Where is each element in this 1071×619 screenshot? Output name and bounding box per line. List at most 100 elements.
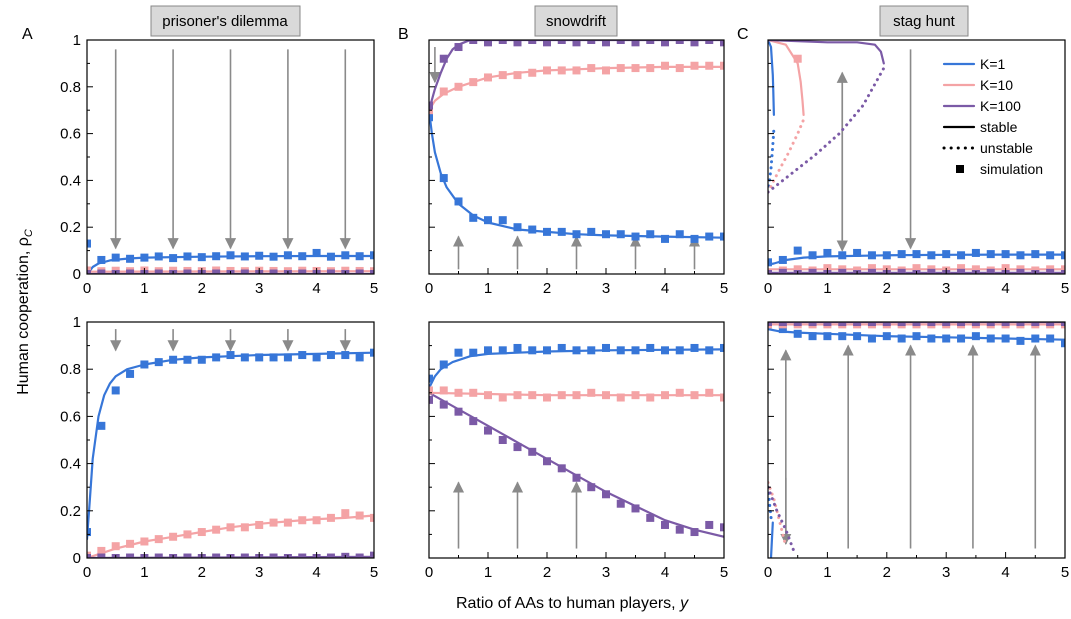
simulation-point [778,255,787,264]
simulation-point [602,40,610,47]
simulation-point [690,61,699,70]
simulation-point [226,251,235,260]
simulation-point [140,537,149,546]
column-header-sh: stag hunt [879,5,969,37]
simulation-point [808,332,817,341]
x-tick-label: 3 [942,280,950,297]
simulation-point [111,386,120,395]
simulation-point [269,269,278,274]
simulation-point [616,499,625,508]
chart-panel-c-bottom: 0 1 2 3 4 5 [764,321,1069,581]
simulation-point [942,250,951,259]
simulation-point [602,230,610,239]
y-tick-label: 0.2 [60,503,81,520]
series-line [768,40,805,116]
simulation-point [429,374,433,383]
x-tick-label: 3 [255,280,263,297]
series-line [768,66,886,194]
x-tick-label: 1 [140,564,148,581]
x-tick-label: 5 [370,564,378,581]
simulation-point [572,346,581,355]
simulation-point [370,251,374,260]
simulation-point [1001,250,1010,259]
x-tick-label: 1 [823,280,831,297]
simulation-point [957,251,966,260]
simulation-point [912,250,921,259]
simulation-point [513,391,522,400]
simulation-point [269,252,278,261]
x-tick-label: 5 [370,280,378,297]
x-tick-label: 0 [764,564,772,581]
simulation-point [212,525,221,534]
simulation-point [616,393,625,402]
simulation-point [240,553,249,558]
simulation-point [705,61,714,70]
simulation-point [808,251,817,260]
simulation-point [1061,322,1065,326]
simulation-point [454,388,463,397]
simulation-point [97,553,106,558]
x-tick-label: 5 [720,280,728,297]
simulation-point [971,248,980,257]
chart-panel-a-top: 0 1 2 3 4 5 0 0.2 0.4 0.6 0.8 1 [60,32,378,297]
simulation-point [355,553,364,558]
simulation-point [126,254,135,263]
chart-legend: K=1 K=10 K=100 stable unstable simulation [942,56,1043,177]
legend-entry: unstable [942,140,1033,156]
simulation-point [986,250,995,259]
x-tick-label: 4 [312,280,320,297]
simulation-point [971,322,980,326]
simulation-point [912,332,921,341]
chart-panel-a-bottom: 0 1 2 3 4 5 0 0.2 0.4 0.6 0.8 1 [60,314,378,581]
x-tick-label: 2 [543,280,551,297]
simulation-point [183,355,192,364]
simulation-point [498,216,507,225]
simulation-point [484,391,492,400]
simulation-point [429,101,433,110]
simulation-point [154,358,163,367]
simulation-point [269,518,278,527]
simulation-point [513,223,522,232]
simulation-point [778,322,787,326]
simulation-point [690,40,699,47]
simulation-point [602,66,610,75]
simulation-point [927,251,936,260]
y-tick-label: 0.6 [60,408,81,425]
simulation-point [661,346,669,355]
simulation-point [882,322,891,326]
simulation-point [183,252,192,261]
simulation-point [154,269,163,274]
y-tick-label: 1 [73,314,81,331]
legend-label: stable [980,119,1018,135]
y-tick-label: 0.8 [60,79,81,96]
plot-frame [767,321,1066,559]
simulation-point [543,66,551,75]
legend-entry: stable [942,119,1018,135]
simulation-point [882,251,891,260]
column-header-sd: snowdrift [534,5,618,37]
x-tick-label: 4 [312,564,320,581]
simulation-point [355,511,364,520]
y-tick-label: 0.8 [60,361,81,378]
simulation-point [823,322,832,326]
simulation-point [661,391,669,400]
simulation-point [454,407,463,416]
simulation-point [341,251,350,260]
column-title: stag hunt [893,13,956,30]
simulation-point [1001,334,1010,343]
simulation-point [240,353,249,362]
simulation-point [312,353,321,362]
simulation-point [370,270,374,274]
x-axis-title-symbol: y [679,595,689,612]
simulation-point [720,61,724,70]
simulation-point [454,197,463,206]
simulation-point [705,232,714,241]
simulation-point [498,40,507,44]
simulation-point [675,40,684,44]
simulation-point [557,343,566,352]
legend-label: simulation [980,161,1043,177]
simulation-point [646,230,655,239]
simulation-point [705,40,714,44]
simulation-point [705,388,714,397]
